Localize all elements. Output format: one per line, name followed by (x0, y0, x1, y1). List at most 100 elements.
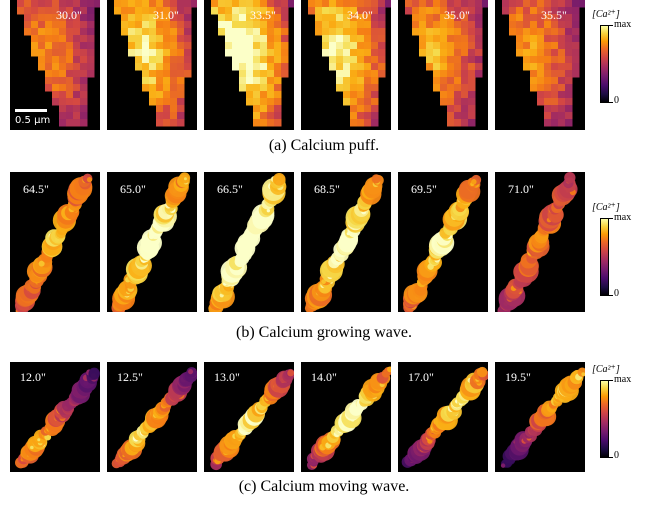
cell-pixel (426, 28, 434, 36)
cell-pixel (267, 0, 275, 8)
cell-pixel (156, 119, 164, 127)
cell-speckle (183, 177, 187, 181)
cell-pixel (253, 28, 261, 36)
cell-pixel (468, 7, 476, 15)
cell-pixel (482, 0, 488, 8)
cell-pixel (537, 7, 545, 15)
cell-pixel (260, 35, 268, 43)
cell-pixel (440, 91, 448, 99)
cell-pixel (454, 105, 462, 113)
timestamp-label: 66.5" (217, 182, 243, 196)
cell-pixel (412, 14, 420, 22)
cell-pixel (433, 21, 441, 29)
cell-pixel (52, 63, 60, 71)
cell-pixel (177, 0, 185, 8)
cell-pixel (426, 7, 434, 15)
cell-pixel (38, 0, 46, 8)
cell-pixel (38, 56, 46, 64)
cell-pixel (537, 70, 545, 78)
cell-pixel (177, 119, 185, 127)
cell-pixel (579, 0, 585, 8)
cell-pixel (163, 63, 171, 71)
cell-pixel (336, 0, 344, 8)
cell-pixel (149, 91, 157, 99)
cell-pixel (336, 84, 344, 92)
cell-blob (88, 367, 100, 380)
timestamp-label: 13.0" (214, 370, 240, 384)
cell-pixel (17, 7, 25, 15)
cell-pixel (232, 63, 240, 71)
cell-pixel (66, 21, 74, 29)
cell-pixel (156, 70, 164, 78)
cell-pixel (142, 7, 150, 15)
cell-pixel (225, 7, 233, 15)
cell-pixel (59, 49, 67, 57)
cell-pixel (558, 105, 566, 113)
cell-pixel (371, 105, 379, 113)
cell-pixel (454, 21, 462, 29)
timestamp-label: 19.5" (505, 370, 531, 384)
cell-pixel (170, 70, 178, 78)
cell-pixel (59, 42, 67, 50)
cell-pixel (357, 49, 365, 57)
cell-pixel (274, 7, 282, 15)
cell-pixel (274, 35, 282, 43)
cell-pixel (440, 98, 448, 106)
cell-pixel (45, 7, 53, 15)
cell-pixel (364, 84, 372, 92)
cell-pixel (59, 91, 67, 99)
cell-pixel (440, 84, 448, 92)
cell-pixel (523, 63, 531, 71)
colorbar-tick (609, 102, 613, 103)
cell-pixel (551, 112, 559, 120)
cell-pixel (260, 70, 268, 78)
cell-pixel (59, 112, 67, 120)
cell-pixel (350, 14, 358, 22)
cell-pixel (170, 119, 178, 127)
cell-pixel (232, 56, 240, 64)
cell-pixel (31, 21, 39, 29)
cell-pixel (565, 119, 573, 127)
cell-pixel (558, 21, 566, 29)
cell-pixel (537, 56, 545, 64)
cell-pixel (315, 14, 323, 22)
cell-pixel (142, 35, 150, 43)
cell-pixel (475, 7, 483, 15)
cell-pixel (239, 14, 247, 22)
cell-pixel (73, 70, 81, 78)
cell-pixel (87, 35, 95, 43)
cell-pixel (239, 84, 247, 92)
cell-pixel (572, 70, 580, 78)
cell-pixel (350, 56, 358, 64)
cell-pixel (31, 42, 39, 50)
cell-pixel (142, 21, 150, 29)
cell-pixel (52, 91, 60, 99)
cell-pixel (80, 91, 88, 99)
cell-pixel (52, 35, 60, 43)
cell-pixel (267, 14, 275, 22)
cell-pixel (378, 7, 386, 15)
cell-pixel (128, 28, 136, 36)
cell-pixel (149, 84, 157, 92)
cell-pixel (170, 98, 178, 106)
cell-pixel (357, 112, 365, 120)
cell-pixel (59, 56, 67, 64)
cell-pixel (461, 21, 469, 29)
cell-pixel (565, 49, 573, 57)
cell-pixel (80, 28, 88, 36)
cell-pixel (253, 63, 261, 71)
cell-pixel (52, 84, 60, 92)
cell-pixel (371, 84, 379, 92)
cell-pixel (440, 7, 448, 15)
microscopy-image (14, 173, 93, 312)
cell-pixel (329, 21, 337, 29)
microscopy-image (502, 0, 585, 127)
cell-pixel (461, 77, 469, 85)
cell-pixel (364, 21, 372, 29)
cell-pixel (149, 70, 157, 78)
cell-pixel (52, 56, 60, 64)
cell-pixel (447, 91, 455, 99)
cell-pixel (537, 42, 545, 50)
microscopy-image (500, 367, 585, 468)
cell-pixel (253, 98, 261, 106)
